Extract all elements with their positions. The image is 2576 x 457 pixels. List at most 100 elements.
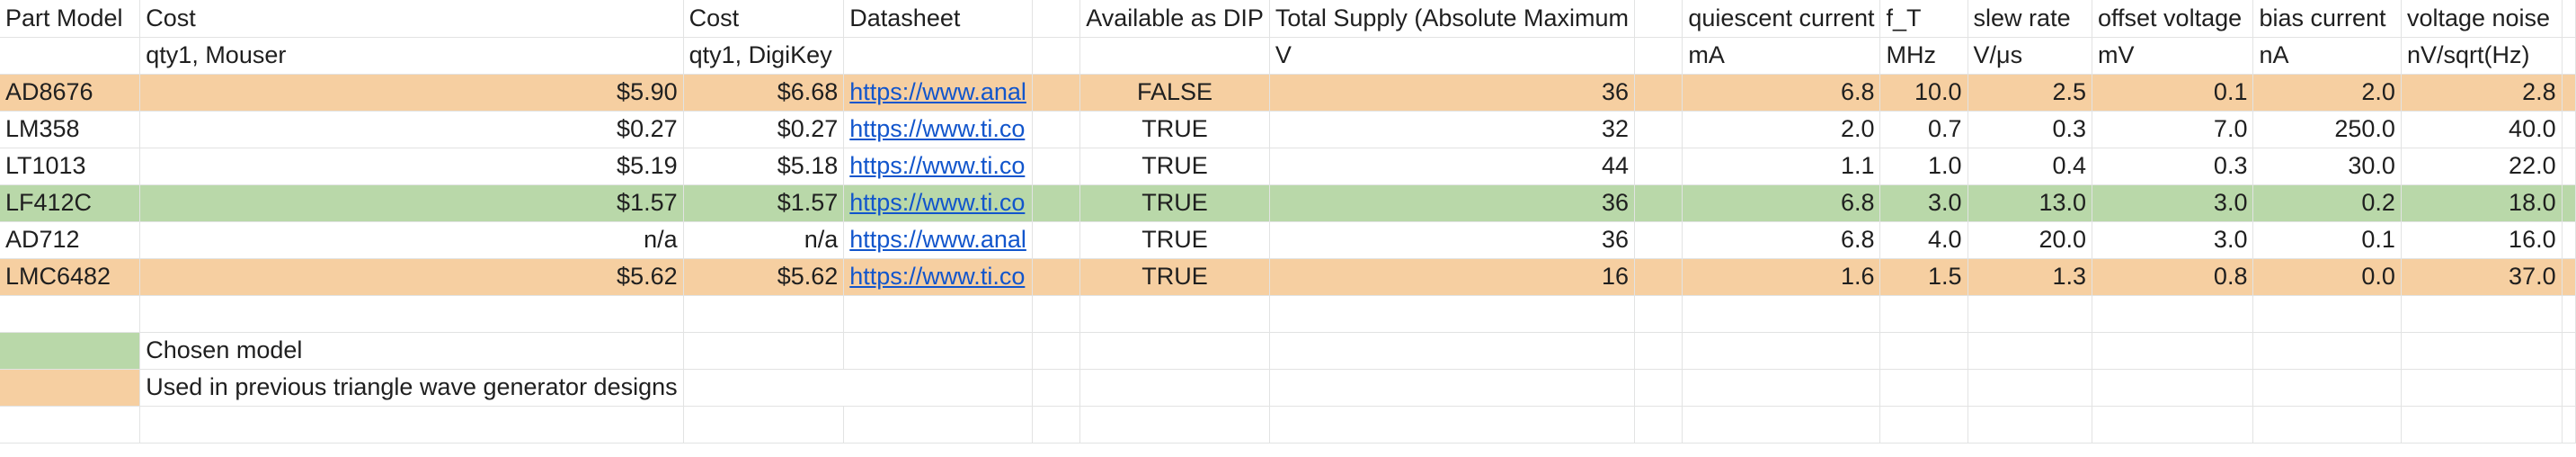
- empty-cell[interactable]: [1634, 74, 1683, 112]
- unit-cell[interactable]: nA: [2252, 37, 2402, 75]
- legend-swatch-previous[interactable]: [0, 369, 141, 407]
- empty-cell[interactable]: [2562, 332, 2576, 370]
- empty-cell[interactable]: [2562, 148, 2576, 185]
- bias-current-cell[interactable]: 2.0: [2252, 74, 2402, 112]
- datasheet-cell[interactable]: https://www.anal: [843, 221, 1033, 259]
- ft-cell[interactable]: 1.5: [1879, 258, 1968, 296]
- supply-cell[interactable]: 16: [1269, 258, 1636, 296]
- empty-cell[interactable]: [1079, 369, 1270, 407]
- unit-cell[interactable]: qty1, DigiKey: [683, 37, 845, 75]
- empty-cell[interactable]: [683, 369, 844, 407]
- empty-cell[interactable]: [1634, 406, 1683, 444]
- cost-mouser-cell[interactable]: $0.27: [139, 111, 684, 148]
- empty-cell[interactable]: [2092, 332, 2254, 370]
- legend-label-chosen[interactable]: Chosen model: [139, 332, 684, 370]
- cost-digikey-cell[interactable]: $5.18: [683, 148, 845, 185]
- datasheet-cell[interactable]: https://www.ti.co: [843, 111, 1033, 148]
- unit-cell[interactable]: [1079, 37, 1270, 75]
- empty-cell[interactable]: [2562, 258, 2576, 296]
- part-model-cell[interactable]: AD712: [0, 221, 141, 259]
- ft-cell[interactable]: 10.0: [1879, 74, 1968, 112]
- bias-current-cell[interactable]: 0.1: [2252, 221, 2402, 259]
- empty-cell[interactable]: [1269, 406, 1636, 444]
- header-cell[interactable]: slew rate: [1968, 0, 2093, 38]
- legend-swatch-chosen[interactable]: [0, 332, 141, 370]
- bias-current-cell[interactable]: 0.2: [2252, 184, 2402, 222]
- empty-cell[interactable]: [2252, 332, 2402, 370]
- supply-cell[interactable]: 36: [1269, 221, 1636, 259]
- empty-cell[interactable]: [1682, 295, 1881, 333]
- datasheet-cell[interactable]: https://www.ti.co: [843, 184, 1033, 222]
- empty-cell[interactable]: [0, 295, 141, 333]
- quiescent-current-cell[interactable]: 1.6: [1682, 258, 1881, 296]
- empty-cell[interactable]: [1269, 332, 1636, 370]
- unit-cell[interactable]: mV: [2092, 37, 2254, 75]
- empty-cell[interactable]: [2562, 111, 2576, 148]
- quiescent-current-cell[interactable]: 1.1: [1682, 148, 1881, 185]
- slew-rate-cell[interactable]: 1.3: [1968, 258, 2093, 296]
- datasheet-cell[interactable]: https://www.anal: [843, 74, 1033, 112]
- part-model-cell[interactable]: LT1013: [0, 148, 141, 185]
- empty-cell[interactable]: [2092, 406, 2254, 444]
- empty-cell[interactable]: [1879, 406, 1968, 444]
- voltage-noise-cell[interactable]: 18.0: [2401, 184, 2563, 222]
- quiescent-current-cell[interactable]: 6.8: [1682, 74, 1881, 112]
- empty-cell[interactable]: [2562, 295, 2576, 333]
- unit-cell[interactable]: MHz: [1879, 37, 1968, 75]
- empty-cell[interactable]: [683, 295, 845, 333]
- slew-rate-cell[interactable]: 0.4: [1968, 148, 2093, 185]
- empty-cell[interactable]: [2562, 369, 2576, 407]
- supply-cell[interactable]: 36: [1269, 74, 1636, 112]
- part-model-cell[interactable]: LM358: [0, 111, 141, 148]
- ft-cell[interactable]: 3.0: [1879, 184, 1968, 222]
- unit-cell[interactable]: mA: [1682, 37, 1881, 75]
- offset-voltage-cell[interactable]: 3.0: [2092, 221, 2254, 259]
- empty-cell[interactable]: [2092, 369, 2254, 407]
- unit-cell[interactable]: nV/sqrt(Hz): [2401, 37, 2563, 75]
- dip-cell[interactable]: TRUE: [1079, 258, 1270, 296]
- header-cell[interactable]: bias current: [2252, 0, 2402, 38]
- empty-cell[interactable]: [1634, 148, 1683, 185]
- datasheet-link[interactable]: https://www.anal: [849, 78, 1026, 105]
- header-cell[interactable]: Cost: [139, 0, 684, 38]
- empty-cell[interactable]: [1879, 332, 1968, 370]
- cost-digikey-cell[interactable]: n/a: [683, 221, 845, 259]
- ft-cell[interactable]: 1.0: [1879, 148, 1968, 185]
- bias-current-cell[interactable]: 30.0: [2252, 148, 2402, 185]
- empty-cell[interactable]: [1032, 332, 1081, 370]
- empty-cell[interactable]: [1634, 369, 1683, 407]
- empty-cell[interactable]: [1032, 148, 1081, 185]
- bias-current-cell[interactable]: 250.0: [2252, 111, 2402, 148]
- empty-cell[interactable]: [1879, 369, 1968, 407]
- slew-rate-cell[interactable]: 2.5: [1968, 74, 2093, 112]
- empty-cell[interactable]: [843, 406, 1033, 444]
- empty-cell[interactable]: [683, 406, 845, 444]
- empty-cell[interactable]: [843, 332, 1033, 370]
- datasheet-cell[interactable]: https://www.ti.co: [843, 148, 1033, 185]
- empty-cell[interactable]: [2252, 406, 2402, 444]
- cost-mouser-cell[interactable]: n/a: [139, 221, 684, 259]
- unit-cell[interactable]: V: [1269, 37, 1636, 75]
- header-cell[interactable]: Available as DIP: [1079, 0, 1270, 38]
- header-cell[interactable]: Datasheet: [843, 0, 1033, 38]
- empty-cell[interactable]: [1032, 111, 1081, 148]
- empty-cell[interactable]: [2252, 295, 2402, 333]
- part-model-cell[interactable]: LMC6482: [0, 258, 141, 296]
- empty-cell[interactable]: [2562, 221, 2576, 259]
- datasheet-cell[interactable]: https://www.ti.co: [843, 258, 1033, 296]
- header-cell[interactable]: Part Model: [0, 0, 141, 38]
- header-cell[interactable]: f_T: [1879, 0, 1968, 38]
- voltage-noise-cell[interactable]: 40.0: [2401, 111, 2563, 148]
- supply-cell[interactable]: 44: [1269, 148, 1636, 185]
- cost-digikey-cell[interactable]: $1.57: [683, 184, 845, 222]
- empty-cell[interactable]: [1968, 332, 2093, 370]
- empty-cell[interactable]: [1634, 221, 1683, 259]
- header-cell[interactable]: Total Supply (Absolute Maximum: [1269, 0, 1636, 38]
- header-cell[interactable]: [1634, 0, 1683, 38]
- empty-cell[interactable]: [1968, 369, 2093, 407]
- cost-digikey-cell[interactable]: $5.62: [683, 258, 845, 296]
- empty-cell[interactable]: [139, 406, 684, 444]
- empty-cell[interactable]: [2562, 184, 2576, 222]
- unit-cell[interactable]: [1634, 37, 1683, 75]
- empty-cell[interactable]: [1682, 369, 1881, 407]
